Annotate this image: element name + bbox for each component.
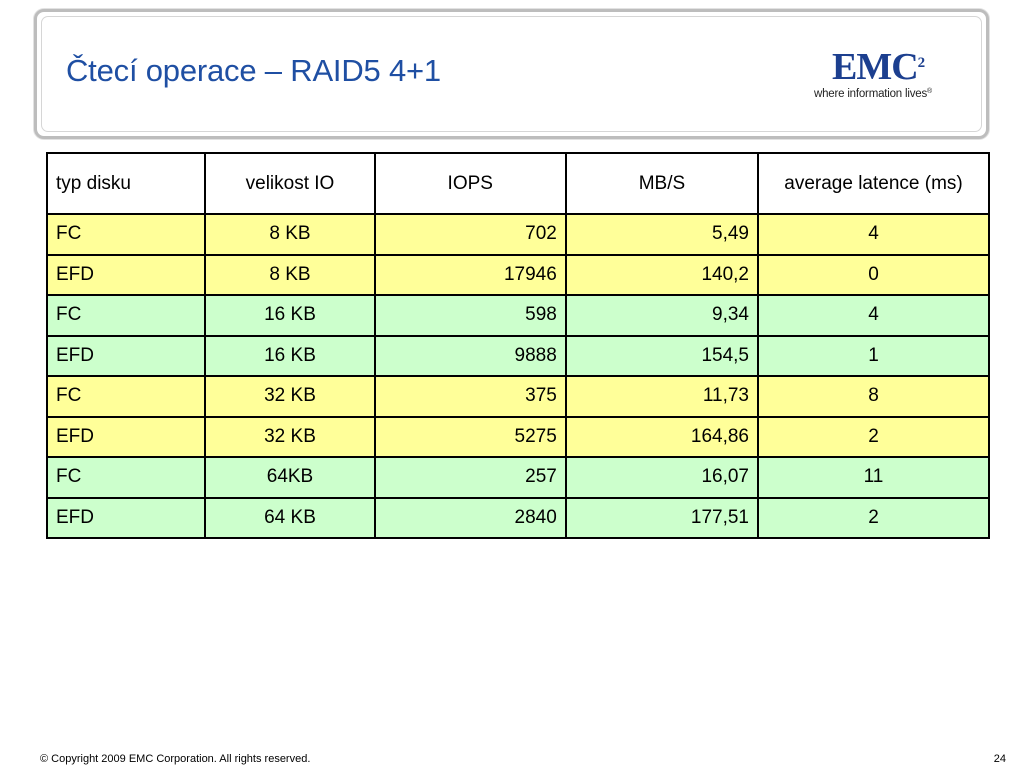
cell-velikost: 64 KB (204, 496, 376, 539)
cell-mbs: 140,2 (564, 253, 760, 296)
table-row: FC 16 KB 598 9,34 4 (45, 294, 990, 337)
cell-latence: 8 (757, 375, 990, 418)
cell-typ: EFD (45, 415, 207, 458)
table-row: FC 32 KB 375 11,73 8 (45, 375, 990, 418)
cell-velikost: 8 KB (204, 213, 376, 256)
raid-read-table: typ disku velikost IO IOPS MB/S average … (45, 152, 990, 539)
cell-typ: EFD (45, 334, 207, 377)
logo-word: EMC (832, 46, 919, 88)
title-frame (34, 9, 989, 139)
cell-iops: 9888 (373, 334, 567, 377)
cell-iops: 5275 (373, 415, 567, 458)
cell-iops: 598 (373, 294, 567, 337)
header-velikost-io: velikost IO (204, 152, 376, 215)
cell-typ: EFD (45, 253, 207, 296)
slide-title: Čtecí operace – RAID5 4+1 (66, 53, 441, 88)
table-row: EFD 8 KB 17946 140,2 0 (45, 253, 990, 296)
cell-iops: 257 (373, 456, 567, 499)
cell-typ: FC (45, 294, 207, 337)
cell-velikost: 32 KB (204, 375, 376, 418)
table-row: FC 8 KB 702 5,49 4 (45, 213, 990, 256)
cell-mbs: 154,5 (564, 334, 760, 377)
cell-mbs: 11,73 (564, 375, 760, 418)
cell-velikost: 32 KB (204, 415, 376, 458)
cell-iops: 375 (373, 375, 567, 418)
cell-iops: 2840 (373, 496, 567, 539)
cell-mbs: 16,07 (564, 456, 760, 499)
cell-velikost: 64KB (204, 456, 376, 499)
header-average-latence: average latence (ms) (757, 152, 990, 215)
emc-logo: EMC2 where information lives® (808, 46, 958, 106)
logo-registered-mark: ® (927, 88, 932, 95)
table-row: FC 64KB 257 16,07 11 (45, 456, 990, 499)
cell-velikost: 16 KB (204, 334, 376, 377)
cell-mbs: 5,49 (564, 213, 760, 256)
cell-typ: FC (45, 456, 207, 499)
cell-mbs: 9,34 (564, 294, 760, 337)
cell-typ: FC (45, 375, 207, 418)
cell-iops: 17946 (373, 253, 567, 296)
table-row: EFD 64 KB 2840 177,51 2 (45, 496, 990, 539)
logo-tagline-text: where information lives (814, 88, 928, 100)
cell-velikost: 8 KB (204, 253, 376, 296)
title-frame-inner (41, 16, 982, 132)
logo-tagline: where information lives® (814, 88, 932, 100)
cell-latence: 11 (757, 456, 990, 499)
table-row: EFD 16 KB 9888 154,5 1 (45, 334, 990, 377)
footer-copyright: © Copyright 2009 EMC Corporation. All ri… (40, 753, 311, 765)
cell-latence: 1 (757, 334, 990, 377)
cell-typ: EFD (45, 496, 207, 539)
header-iops: IOPS (373, 152, 567, 215)
table-header-row: typ disku velikost IO IOPS MB/S average … (45, 152, 990, 215)
cell-velikost: 16 KB (204, 294, 376, 337)
table-body: FC 8 KB 702 5,49 4 EFD 8 KB 17946 140,2 … (45, 213, 990, 539)
page-number: 24 (993, 753, 1006, 765)
header-typ-disku: typ disku (45, 152, 207, 215)
cell-mbs: 164,86 (564, 415, 760, 458)
cell-latence: 2 (757, 496, 990, 539)
cell-mbs: 177,51 (564, 496, 760, 539)
cell-latence: 4 (757, 294, 990, 337)
cell-latence: 2 (757, 415, 990, 458)
cell-latence: 4 (757, 213, 990, 256)
cell-typ: FC (45, 213, 207, 256)
logo-wordmark: EMC2 (832, 48, 925, 86)
logo-superscript: 2 (917, 55, 926, 71)
cell-iops: 702 (373, 213, 567, 256)
cell-latence: 0 (757, 253, 990, 296)
header-mbs: MB/S (564, 152, 760, 215)
table-row: EFD 32 KB 5275 164,86 2 (45, 415, 990, 458)
